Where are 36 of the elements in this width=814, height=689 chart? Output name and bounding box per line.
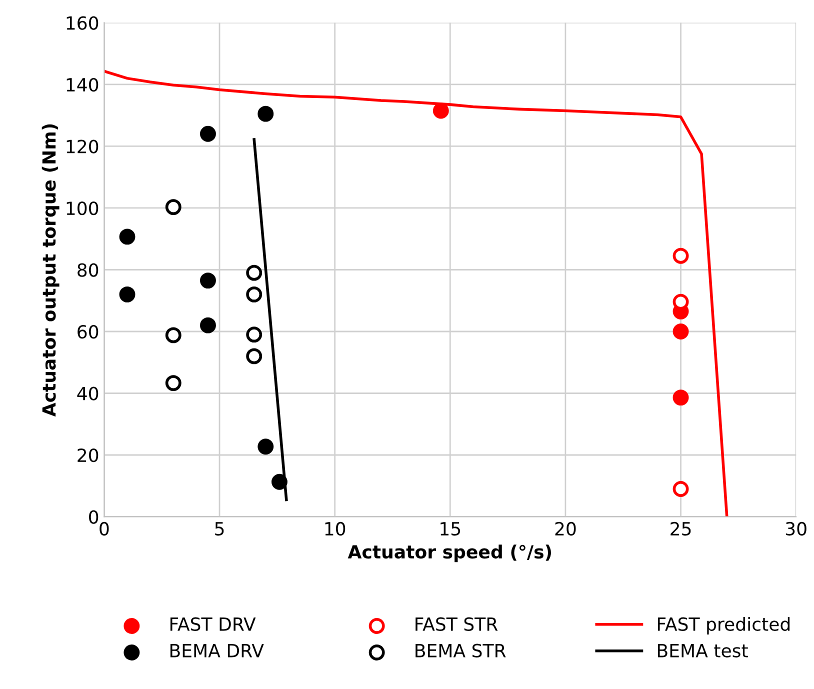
line-series — [104, 70, 728, 517]
x-tick-label: 0 — [100, 522, 109, 536]
point — [432, 102, 449, 119]
point — [258, 106, 274, 122]
y-tick-label: 20 — [78, 448, 98, 462]
legend-label: BEMA STR — [416, 644, 506, 658]
y-tick-label: 60 — [78, 324, 98, 339]
y-tick-label: 80 — [78, 263, 98, 277]
x-tick-label: 25 — [670, 522, 691, 536]
x-axis-title: Actuator speed (°/s) — [348, 544, 551, 562]
point — [672, 324, 689, 340]
point — [200, 126, 216, 142]
y-tick-label: 40 — [77, 386, 98, 400]
x-tick-label: 30 — [786, 522, 806, 536]
x-tick-label: 15 — [440, 522, 460, 536]
point — [200, 317, 216, 334]
y-tick-label: 160 — [66, 16, 98, 30]
y-tick-label: 100 — [66, 201, 98, 216]
point — [258, 438, 274, 455]
y-tick-label: 120 — [66, 140, 98, 154]
x-tick-label: 5 — [215, 522, 224, 536]
legend-label: FAST DRV — [170, 617, 256, 631]
point — [119, 286, 136, 302]
point — [672, 390, 689, 406]
legend-label: BEMA test — [658, 644, 748, 658]
point — [200, 272, 216, 289]
y-axis-title: Actuator output torque (Nm) — [42, 124, 60, 417]
x-tick-label: 20 — [555, 522, 576, 536]
point — [119, 228, 136, 245]
x-tick-label: 10 — [325, 522, 346, 536]
legend-label: FAST predicted — [658, 616, 790, 634]
y-tick-label: 0 — [89, 510, 98, 524]
legend-label: BEMA DRV — [170, 644, 264, 658]
legend-label: FAST STR — [416, 617, 498, 631]
point — [271, 474, 288, 490]
y-tick-label: 140 — [66, 78, 98, 92]
